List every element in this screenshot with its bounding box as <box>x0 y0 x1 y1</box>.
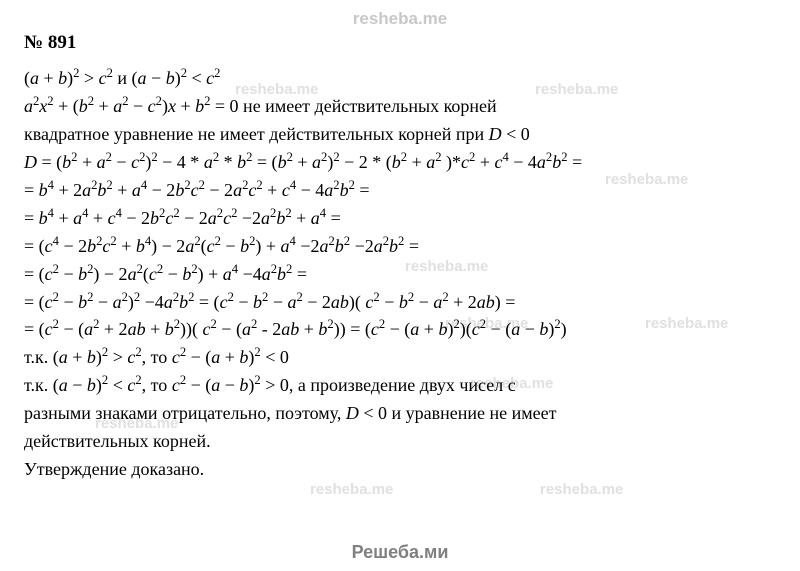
math-line-6: = b4 + a4 + c4 − 2b2c2 − 2a2c2 −2a2b2 + … <box>24 205 776 233</box>
math-line-1: (a + b)2 > c2 и (a − b)2 < c2 <box>24 65 776 93</box>
math-line-7: = (c4 − 2b2c2 + b4) − 2a2(c2 − b2) + a4 … <box>24 233 776 261</box>
math-line-8: = (c2 − b2) − 2a2(c2 − b2) + a4 −4a2b2 = <box>24 261 776 289</box>
math-line-4: D = (b2 + a2 − c2)2 − 4 * a2 * b2 = (b2 … <box>24 149 776 177</box>
math-line-5: = b4 + 2a2b2 + a4 − 2b2c2 − 2a2c2 + c4 −… <box>24 177 776 205</box>
math-line-15: Утверждение доказано. <box>24 456 776 484</box>
problem-number: № 891 <box>24 28 776 57</box>
math-line-14: действительных корней. <box>24 428 776 456</box>
math-line-11: т.к. (a + b)2 > c2, то c2 − (a + b)2 < 0 <box>24 344 776 372</box>
math-line-12: т.к. (a − b)2 < c2, то c2 − (a − b)2 > 0… <box>24 372 776 400</box>
math-line-2: a2x2 + (b2 + a2 − c2)x + b2 = 0 не имеет… <box>24 93 776 121</box>
footer-watermark: Решеба.ми <box>352 539 449 567</box>
math-line-3: квадратное уравнение не имеет действител… <box>24 121 776 149</box>
math-line-10: = (c2 − (a2 + 2ab + b2))( c2 − (a2 - 2ab… <box>24 316 776 344</box>
math-line-9: = (c2 − b2 − a2)2 −4a2b2 = (c2 − b2 − a2… <box>24 289 776 317</box>
document-content: № 891 (a + b)2 > c2 и (a − b)2 < c2 a2x2… <box>24 28 776 484</box>
math-line-13: разными знаками отрицательно, поэтому, D… <box>24 400 776 428</box>
